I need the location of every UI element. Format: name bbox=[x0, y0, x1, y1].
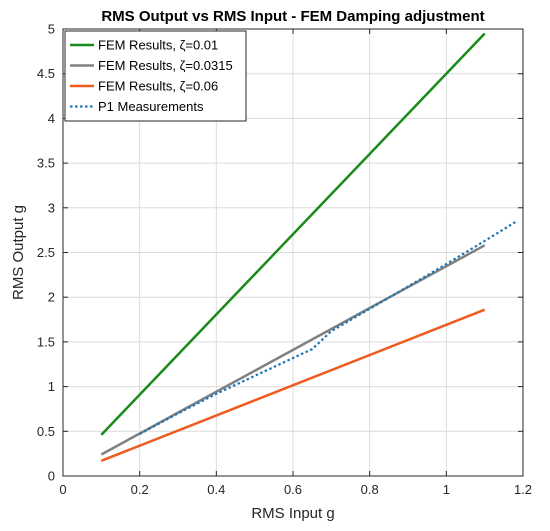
legend: FEM Results, ζ=0.01 FEM Results, ζ=0.0315… bbox=[64, 30, 247, 122]
y-tick-label: 2.5 bbox=[37, 245, 55, 260]
y-axis-label: RMS Output g bbox=[10, 205, 27, 300]
x-tick-label: 1 bbox=[443, 482, 450, 497]
x-tick-label: 0.2 bbox=[131, 482, 149, 497]
y-tick-label: 2 bbox=[48, 290, 55, 305]
y-tick-label: 5 bbox=[48, 22, 55, 37]
x-tick-labels: 0 0.2 0.4 0.6 0.8 1 1.2 bbox=[59, 482, 532, 497]
series-line-1 bbox=[100, 32, 486, 436]
chart-title: RMS Output vs RMS Input - FEM Damping ad… bbox=[101, 8, 484, 25]
y-tick-label: 0 bbox=[48, 469, 55, 484]
x-tick-label: 0 bbox=[59, 482, 66, 497]
legend-label: FEM Results, ζ=0.06 bbox=[98, 79, 218, 94]
legend-box bbox=[64, 30, 247, 122]
y-tick-label: 3 bbox=[48, 200, 55, 215]
x-tick-label: 0.6 bbox=[284, 482, 302, 497]
plot-area bbox=[100, 32, 516, 462]
x-axis-label: RMS Input g bbox=[251, 505, 334, 522]
legend-label: FEM Results, ζ=0.0315 bbox=[98, 58, 233, 73]
y-tick-labels: 0 0.5 1 1.5 2 2.5 3 3.5 4 4.5 5 bbox=[37, 22, 55, 484]
legend-label: P1 Measurements bbox=[98, 99, 204, 114]
series-line-3 bbox=[100, 308, 486, 462]
y-tick-label: 4.5 bbox=[37, 66, 55, 81]
y-tick-label: 4 bbox=[48, 111, 55, 126]
x-tick-label: 0.4 bbox=[207, 482, 225, 497]
x-tick-label: 0.8 bbox=[361, 482, 379, 497]
legend-label: FEM Results, ζ=0.01 bbox=[98, 38, 218, 53]
y-tick-label: 3.5 bbox=[37, 156, 55, 171]
y-tick-label: 1 bbox=[48, 379, 55, 394]
series-line-4 bbox=[139, 221, 516, 435]
y-tick-label: 1.5 bbox=[37, 334, 55, 349]
x-tick-label: 1.2 bbox=[514, 482, 532, 497]
y-tick-label: 0.5 bbox=[37, 424, 55, 439]
